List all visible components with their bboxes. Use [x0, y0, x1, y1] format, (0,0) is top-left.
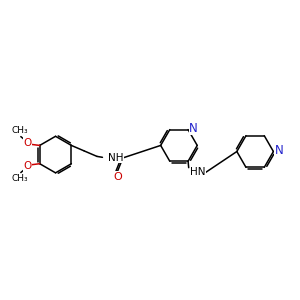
Text: N: N [189, 122, 198, 135]
Text: CH₃: CH₃ [11, 126, 28, 135]
Text: O: O [24, 161, 32, 172]
Text: O: O [113, 172, 122, 182]
Text: CH₃: CH₃ [11, 174, 28, 183]
Text: N: N [274, 144, 283, 158]
Text: O: O [24, 138, 32, 148]
Text: HN: HN [190, 167, 206, 177]
Text: NH: NH [108, 153, 124, 163]
